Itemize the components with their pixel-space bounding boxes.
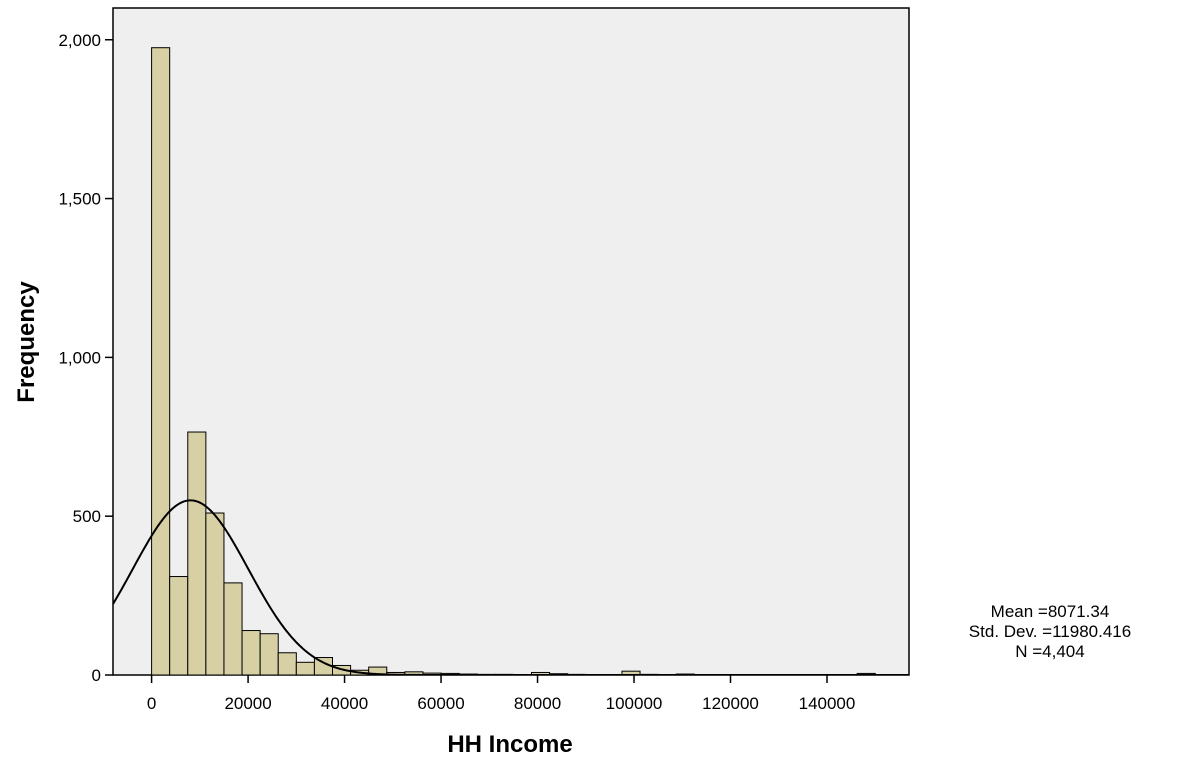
histogram-bar bbox=[241, 630, 261, 676]
x-tick-label: 60000 bbox=[417, 694, 464, 713]
x-tick-label: 80000 bbox=[514, 694, 561, 713]
histogram-bar bbox=[169, 576, 189, 676]
x-tick-label: 120000 bbox=[702, 694, 759, 713]
histogram-bar bbox=[187, 431, 207, 676]
statistics-box: Mean =8071.34 Std. Dev. =11980.416 N =4,… bbox=[930, 602, 1170, 662]
histogram-bars bbox=[151, 47, 876, 676]
y-axis: 0 500 1,000 1,500 2,000 bbox=[58, 31, 113, 685]
std-dev-label: Std. Dev. =11980.416 bbox=[968, 622, 1132, 641]
y-tick-label: 2,000 bbox=[58, 31, 101, 50]
histogram-bar bbox=[295, 661, 315, 676]
histogram-bar bbox=[259, 633, 279, 676]
x-axis: 0 20000 40000 60000 80000 100000 120000 140000 bbox=[147, 675, 855, 713]
histogram-bar bbox=[205, 512, 225, 676]
histogram-bar bbox=[151, 47, 171, 676]
x-tick-label: 0 bbox=[147, 694, 156, 713]
normal-curve bbox=[113, 499, 909, 675]
x-axis-title: HH Income bbox=[447, 731, 572, 758]
y-tick-label: 500 bbox=[73, 507, 101, 526]
x-tick-label: 40000 bbox=[321, 694, 368, 713]
mean-label: Mean =8071.34 bbox=[990, 602, 1110, 621]
y-tick-label: 1,000 bbox=[58, 348, 101, 367]
y-axis-title: Frequency bbox=[13, 281, 40, 403]
x-tick-label: 100000 bbox=[606, 694, 663, 713]
x-tick-label: 20000 bbox=[224, 694, 271, 713]
x-tick-label: 140000 bbox=[799, 694, 856, 713]
n-label: N =4,404 bbox=[1015, 642, 1085, 661]
histogram-bar bbox=[223, 582, 243, 676]
histogram-bar bbox=[277, 652, 297, 676]
plot-area bbox=[112, 7, 910, 676]
y-tick-label: 0 bbox=[92, 666, 101, 685]
y-tick-label: 1,500 bbox=[58, 190, 101, 209]
